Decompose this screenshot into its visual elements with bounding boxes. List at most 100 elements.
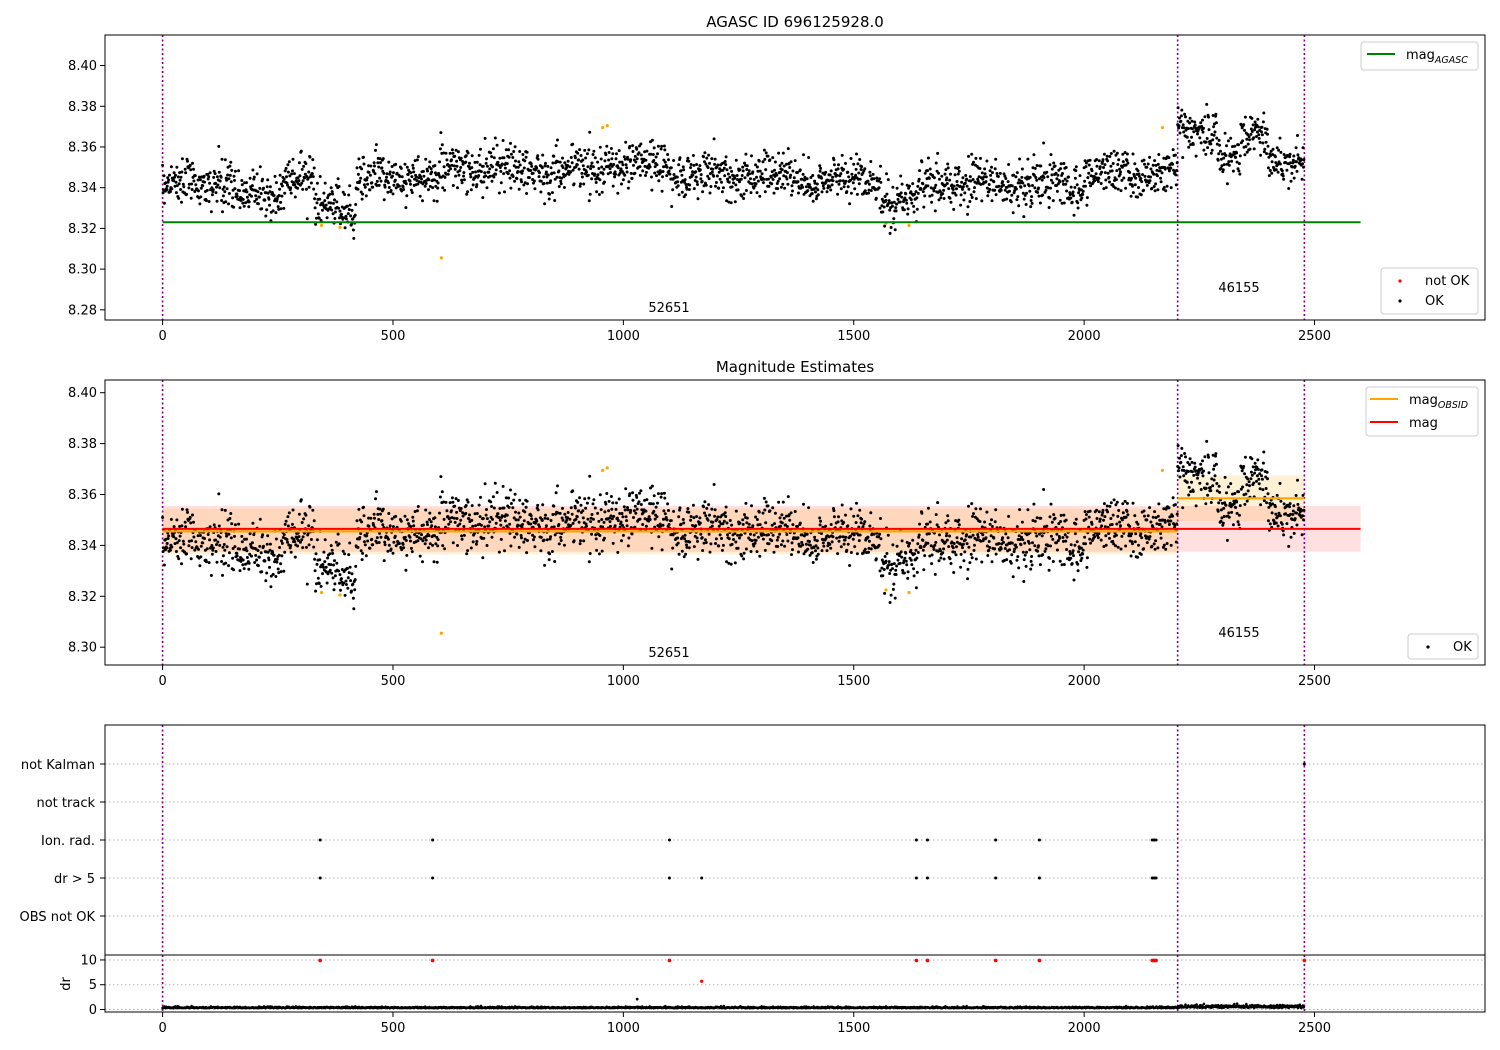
- data-point: [363, 185, 367, 189]
- data-point: [1116, 514, 1120, 518]
- data-point: [1184, 115, 1187, 119]
- data-point: [512, 150, 516, 153]
- data-point: [644, 158, 648, 162]
- data-point: [514, 159, 517, 163]
- data-point: [337, 206, 341, 210]
- data-point: [1295, 169, 1299, 173]
- data-point: [1219, 157, 1223, 161]
- data-point: [1301, 162, 1304, 166]
- data-point: [1260, 133, 1264, 137]
- data-point: [1207, 128, 1211, 132]
- data-point: [300, 167, 304, 171]
- data-point: [687, 510, 691, 514]
- data-point: [1017, 534, 1021, 538]
- data-point: [405, 518, 409, 522]
- data-point: [691, 503, 695, 507]
- x-tick-label: 0: [158, 674, 166, 689]
- data-point: [650, 138, 654, 142]
- data-point: [696, 557, 700, 561]
- data-point: [221, 573, 224, 577]
- data-point: [660, 548, 664, 552]
- data-point: [201, 184, 205, 188]
- data-point: [819, 519, 823, 523]
- data-point: [1177, 466, 1181, 470]
- data-point: [1064, 539, 1068, 543]
- data-point: [1210, 477, 1214, 481]
- data-point: [539, 179, 543, 183]
- data-point: [189, 557, 193, 561]
- data-point: [796, 171, 799, 174]
- data-point: [1100, 513, 1104, 517]
- data-point: [919, 187, 923, 191]
- data-point: [293, 195, 297, 199]
- data-point: [671, 546, 675, 550]
- data-point: [274, 211, 278, 215]
- data-point: [686, 156, 690, 160]
- data-point: [1233, 144, 1237, 148]
- data-point: [381, 157, 385, 161]
- data-point: [1023, 553, 1027, 557]
- data-point: [954, 193, 958, 197]
- data-point: [1051, 199, 1055, 203]
- data-point: [785, 525, 789, 528]
- data-point: [684, 552, 688, 556]
- data-point: [409, 188, 413, 192]
- data-point: [250, 184, 254, 188]
- data-point: [1280, 169, 1284, 173]
- data-point: [337, 185, 341, 188]
- data-point: [916, 551, 920, 554]
- data-point: [1146, 162, 1150, 166]
- data-point: [1022, 580, 1026, 583]
- data-point: [721, 543, 725, 547]
- data-point: [1077, 191, 1081, 195]
- data-point: [503, 549, 506, 553]
- data-point: [333, 582, 337, 586]
- data-point: [309, 538, 313, 541]
- data-point: [1245, 483, 1249, 487]
- data-point: [620, 539, 623, 543]
- data-point: [980, 525, 984, 529]
- panel2-plot: [161, 380, 1361, 665]
- data-point: [822, 544, 826, 548]
- data-point: [727, 537, 731, 541]
- data-point: [937, 198, 941, 202]
- data-point: [1168, 515, 1172, 519]
- data-point: [367, 170, 371, 174]
- data-point: [1222, 163, 1226, 167]
- data-point: [1267, 505, 1271, 509]
- data-point: [591, 502, 595, 506]
- data-point: [1086, 176, 1090, 180]
- data-point: [844, 161, 847, 165]
- data-point: [561, 166, 565, 169]
- data-point: [397, 184, 401, 188]
- data-point: [579, 503, 583, 507]
- data-point: [507, 505, 511, 509]
- data-point: [807, 506, 811, 510]
- data-point: [1178, 456, 1181, 460]
- data-point: [867, 188, 871, 192]
- data-point: [441, 544, 445, 548]
- data-point: [427, 518, 431, 521]
- data-point: [1074, 169, 1078, 173]
- data-point: [1049, 153, 1053, 157]
- data-point: [568, 517, 572, 521]
- data-point: [423, 542, 427, 546]
- data-point: [1244, 492, 1248, 496]
- data-point: [868, 170, 872, 174]
- data-point: [779, 524, 782, 528]
- data-point: [722, 166, 726, 170]
- data-point: [641, 169, 645, 173]
- data-point: [886, 533, 890, 537]
- data-point: [777, 500, 781, 504]
- data-point: [442, 517, 446, 521]
- data-point: [1027, 184, 1031, 188]
- data-point: [517, 187, 521, 191]
- data-point: [172, 171, 176, 175]
- data-point: [820, 190, 824, 194]
- data-point: [474, 170, 477, 174]
- data-point: [356, 187, 360, 191]
- data-point: [1058, 198, 1062, 202]
- data-point: [961, 546, 964, 550]
- data-point: [575, 515, 579, 519]
- data-point: [631, 144, 635, 148]
